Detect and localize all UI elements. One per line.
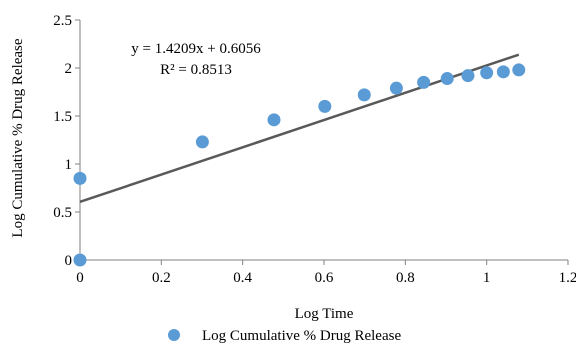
legend: Log Cumulative % Drug Release — [168, 328, 401, 344]
x-tick-label: 0.4 — [233, 270, 252, 286]
y-tick-label: 0.5 — [53, 205, 72, 221]
y-axis-title: Log Cumulative % Drug Release — [10, 38, 26, 237]
legend-label: Log Cumulative % Drug Release — [202, 328, 401, 344]
x-tick-label: 0.6 — [315, 270, 334, 286]
data-point — [267, 113, 281, 127]
data-point — [440, 72, 454, 86]
x-axis-title: Log Time — [295, 306, 354, 322]
x-tick-label: 0.8 — [396, 270, 415, 286]
y-tick-label: 2.5 — [53, 13, 72, 29]
r-squared-label: R² = 0.8513 — [160, 62, 232, 78]
data-points — [73, 63, 526, 267]
y-tick-label: 2 — [65, 61, 73, 77]
legend-marker — [168, 329, 180, 341]
data-point — [73, 171, 87, 185]
data-point — [461, 69, 475, 83]
data-point — [357, 88, 371, 102]
trendline-equation: y = 1.4209x + 0.6056 — [131, 41, 261, 57]
data-point — [73, 253, 87, 267]
x-tick-label: 1 — [483, 270, 491, 286]
x-tick-labels: 0 0.2 0.4 0.6 0.8 1 1.2 — [76, 260, 576, 286]
data-point — [195, 135, 209, 149]
data-point — [512, 63, 526, 77]
y-tick-labels: 0 0.5 1 1.5 2 2.5 — [53, 13, 80, 269]
data-point — [389, 81, 403, 95]
x-tick-label: 0.2 — [152, 270, 171, 286]
y-tick-label: 1.5 — [53, 109, 72, 125]
data-point — [318, 99, 332, 113]
x-tick-label: 1.2 — [559, 270, 576, 286]
x-tick-label: 0 — [76, 270, 84, 286]
data-point — [496, 65, 510, 79]
data-point — [480, 66, 494, 80]
y-tick-label: 0 — [65, 253, 73, 269]
y-tick-label: 1 — [65, 157, 73, 173]
data-point — [417, 75, 431, 89]
